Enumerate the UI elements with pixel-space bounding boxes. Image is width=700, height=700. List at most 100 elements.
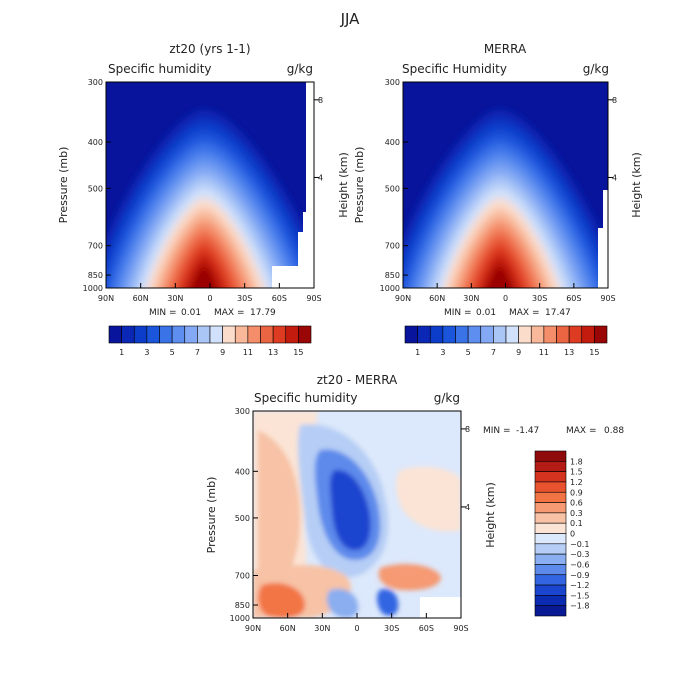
colorbar-swatch bbox=[171, 325, 186, 344]
colorbar-swatch bbox=[146, 325, 160, 344]
min-max-readout: MIN = 0.01 MAX = 17.79 bbox=[149, 308, 276, 318]
colorbar-swatch bbox=[534, 450, 567, 462]
x-axis: 90N 60N 30N 0 30S 60S 90S bbox=[98, 283, 322, 303]
colorbar-label: 0 bbox=[570, 530, 575, 539]
colorbar-swatch bbox=[159, 325, 173, 344]
max-value: 0.88 bbox=[604, 426, 624, 436]
x-tick-label: 60N bbox=[133, 294, 149, 303]
colorbar-swatch bbox=[534, 553, 567, 565]
x-tick-label: 90S bbox=[306, 294, 321, 303]
y-tick-label: 300 bbox=[235, 407, 250, 416]
min-label: MIN = bbox=[149, 308, 177, 318]
y-tick-label: 850 bbox=[385, 271, 400, 280]
missing-data-mask bbox=[272, 82, 314, 288]
y-tick-label: 300 bbox=[88, 78, 103, 87]
x-tick-label: 60N bbox=[429, 294, 445, 303]
x-tick-label: 30S bbox=[532, 294, 547, 303]
max-label: MAX = bbox=[509, 308, 540, 318]
contour-level bbox=[485, 264, 514, 288]
colorbar-swatch bbox=[534, 584, 567, 596]
humidity-contours bbox=[403, 109, 608, 288]
y-tick-label: 850 bbox=[88, 271, 103, 280]
colorbar-label: 9 bbox=[516, 348, 521, 357]
contour-feature bbox=[377, 589, 399, 616]
colorbar-label: −1.2 bbox=[570, 581, 589, 590]
colorbar-label: 15 bbox=[589, 348, 599, 357]
colorbar-label: 13 bbox=[564, 348, 574, 357]
contour-feature bbox=[396, 466, 461, 532]
colorbar-label: 7 bbox=[195, 348, 200, 357]
y2-tick-label: 4 bbox=[612, 173, 617, 182]
colorbar-swatch bbox=[222, 325, 236, 344]
colorbar-label: 0.6 bbox=[570, 499, 583, 508]
colorbar-swatch bbox=[184, 325, 198, 344]
colorbar-swatch bbox=[429, 325, 444, 344]
y-axis-label: Pressure (mb) bbox=[205, 477, 218, 554]
x-tick-label: 0 bbox=[354, 624, 359, 633]
colorbar-swatch bbox=[442, 325, 456, 344]
colorbar-swatch bbox=[556, 325, 570, 344]
panel-merra: MERRA Specific Humidity g/kg 30040050070… bbox=[353, 42, 643, 357]
colorbar-label: 5 bbox=[170, 348, 175, 357]
colorbar-label: 13 bbox=[268, 348, 278, 357]
colorbar-swatch bbox=[534, 574, 567, 586]
panel-zt20: zt20 (yrs 1-1) Specific humidity g/kg 30… bbox=[57, 42, 350, 357]
y2-tick-label: 8 bbox=[465, 425, 470, 434]
missing-data-mask bbox=[420, 597, 461, 618]
min-max-readout: MIN = 0.01 MAX = 17.47 bbox=[444, 308, 571, 318]
min-value: 0.01 bbox=[181, 308, 201, 318]
colorbar-swatch bbox=[534, 533, 567, 545]
panel-title: zt20 (yrs 1-1) bbox=[169, 42, 250, 56]
min-label: MIN = bbox=[444, 308, 472, 318]
colorbar-swatch bbox=[133, 325, 148, 344]
y2-tick-label: 8 bbox=[318, 96, 323, 105]
y-tick-label: 500 bbox=[235, 514, 250, 523]
y-tick-label: 700 bbox=[235, 572, 250, 581]
colorbar-label: 15 bbox=[293, 348, 303, 357]
y2-axis-label: Height (km) bbox=[337, 152, 350, 218]
colorbar-swatch bbox=[594, 325, 608, 344]
y-axis-label: Pressure (mb) bbox=[57, 147, 70, 224]
contour-feature bbox=[330, 469, 371, 551]
colorbar-swatch bbox=[530, 325, 545, 344]
x-tick-label: 0 bbox=[503, 294, 508, 303]
colorbar-swatch bbox=[568, 325, 583, 344]
y-tick-label: 700 bbox=[385, 242, 400, 251]
max-label: MAX = bbox=[214, 308, 245, 318]
min-label: MIN = bbox=[483, 426, 511, 436]
colorbar: 1.81.51.20.90.60.30.10−0.1−0.3−0.6−0.9−1… bbox=[534, 450, 589, 617]
y2-axis: 84 bbox=[314, 96, 323, 182]
contour-feature bbox=[378, 564, 441, 591]
min-value: 0.01 bbox=[476, 308, 496, 318]
colorbar-label: −0.9 bbox=[570, 571, 589, 580]
y-tick-label: 300 bbox=[385, 78, 400, 87]
field-label: Specific humidity bbox=[254, 391, 358, 405]
colorbar-label: −1.8 bbox=[570, 602, 589, 611]
y-axis: 300 400 500 700 850 1000 bbox=[380, 78, 408, 293]
y2-tick-label: 4 bbox=[465, 503, 470, 512]
colorbar-label: 1 bbox=[415, 348, 420, 357]
colorbar-label: −0.6 bbox=[570, 560, 589, 569]
colorbar-label: 3 bbox=[440, 348, 445, 357]
y-tick-label: 500 bbox=[385, 184, 400, 193]
y2-tick-label: 4 bbox=[318, 173, 323, 182]
colorbar: 1 3 5 7 9 11 13 15 bbox=[404, 325, 608, 357]
colorbar-label: 9 bbox=[220, 348, 225, 357]
x-tick-label: 90N bbox=[245, 624, 261, 633]
colorbar-label: 0.9 bbox=[570, 488, 583, 497]
units-label: g/kg bbox=[287, 62, 313, 76]
x-axis: 90N 60N 30N 0 30S 60S 90S bbox=[395, 283, 616, 303]
colorbar-swatch bbox=[285, 325, 299, 344]
y-tick-label: 400 bbox=[88, 138, 103, 147]
figure-title: JJA bbox=[340, 10, 361, 28]
x-tick-label: 60S bbox=[419, 624, 434, 633]
y-tick-label: 400 bbox=[385, 138, 400, 147]
x-tick-label: 30S bbox=[384, 624, 399, 633]
y2-tick-label: 8 bbox=[612, 96, 617, 105]
colorbar-swatch bbox=[197, 325, 211, 344]
colorbar-swatch bbox=[518, 325, 532, 344]
y-tick-label: 1000 bbox=[230, 614, 250, 623]
field-label: Specific Humidity bbox=[402, 62, 507, 76]
y-tick-label: 400 bbox=[235, 467, 250, 476]
missing-data-mask bbox=[598, 190, 608, 288]
